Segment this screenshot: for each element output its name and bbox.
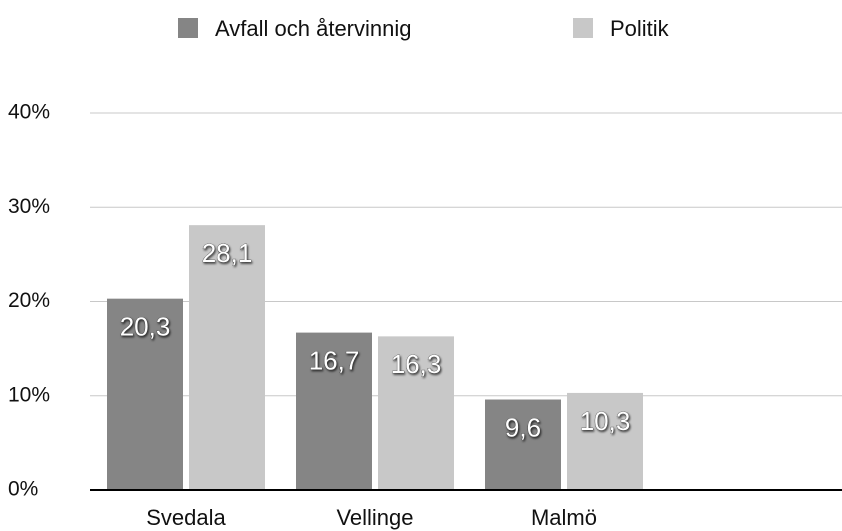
bar: [567, 392, 643, 490]
y-tick-label: 40%: [8, 101, 50, 124]
y-tick-label: 10%: [8, 383, 50, 406]
bar: [378, 336, 454, 490]
y-tick-label: 0%: [8, 478, 38, 501]
value-label: 10,3: [580, 406, 631, 436]
legend-label: Avfall och återvinnig: [215, 16, 412, 41]
bar: [189, 225, 265, 490]
legend-label: Politik: [610, 16, 670, 41]
y-tick-label: 30%: [8, 195, 50, 218]
value-label: 16,3: [391, 349, 442, 379]
x-tick-label: Svedala: [146, 505, 226, 530]
legend-swatch: [573, 18, 593, 38]
y-tick-label: 20%: [8, 289, 50, 312]
legend-swatch: [178, 18, 198, 38]
value-label: 9,6: [505, 412, 541, 442]
bar: [107, 298, 183, 490]
value-label: 20,3: [120, 312, 171, 342]
x-tick-label: Vellinge: [336, 505, 413, 530]
bar: [296, 332, 372, 490]
bar: [485, 399, 561, 490]
value-label: 16,7: [309, 345, 360, 375]
value-label: 28,1: [202, 238, 253, 268]
x-tick-label: Malmö: [531, 505, 597, 530]
